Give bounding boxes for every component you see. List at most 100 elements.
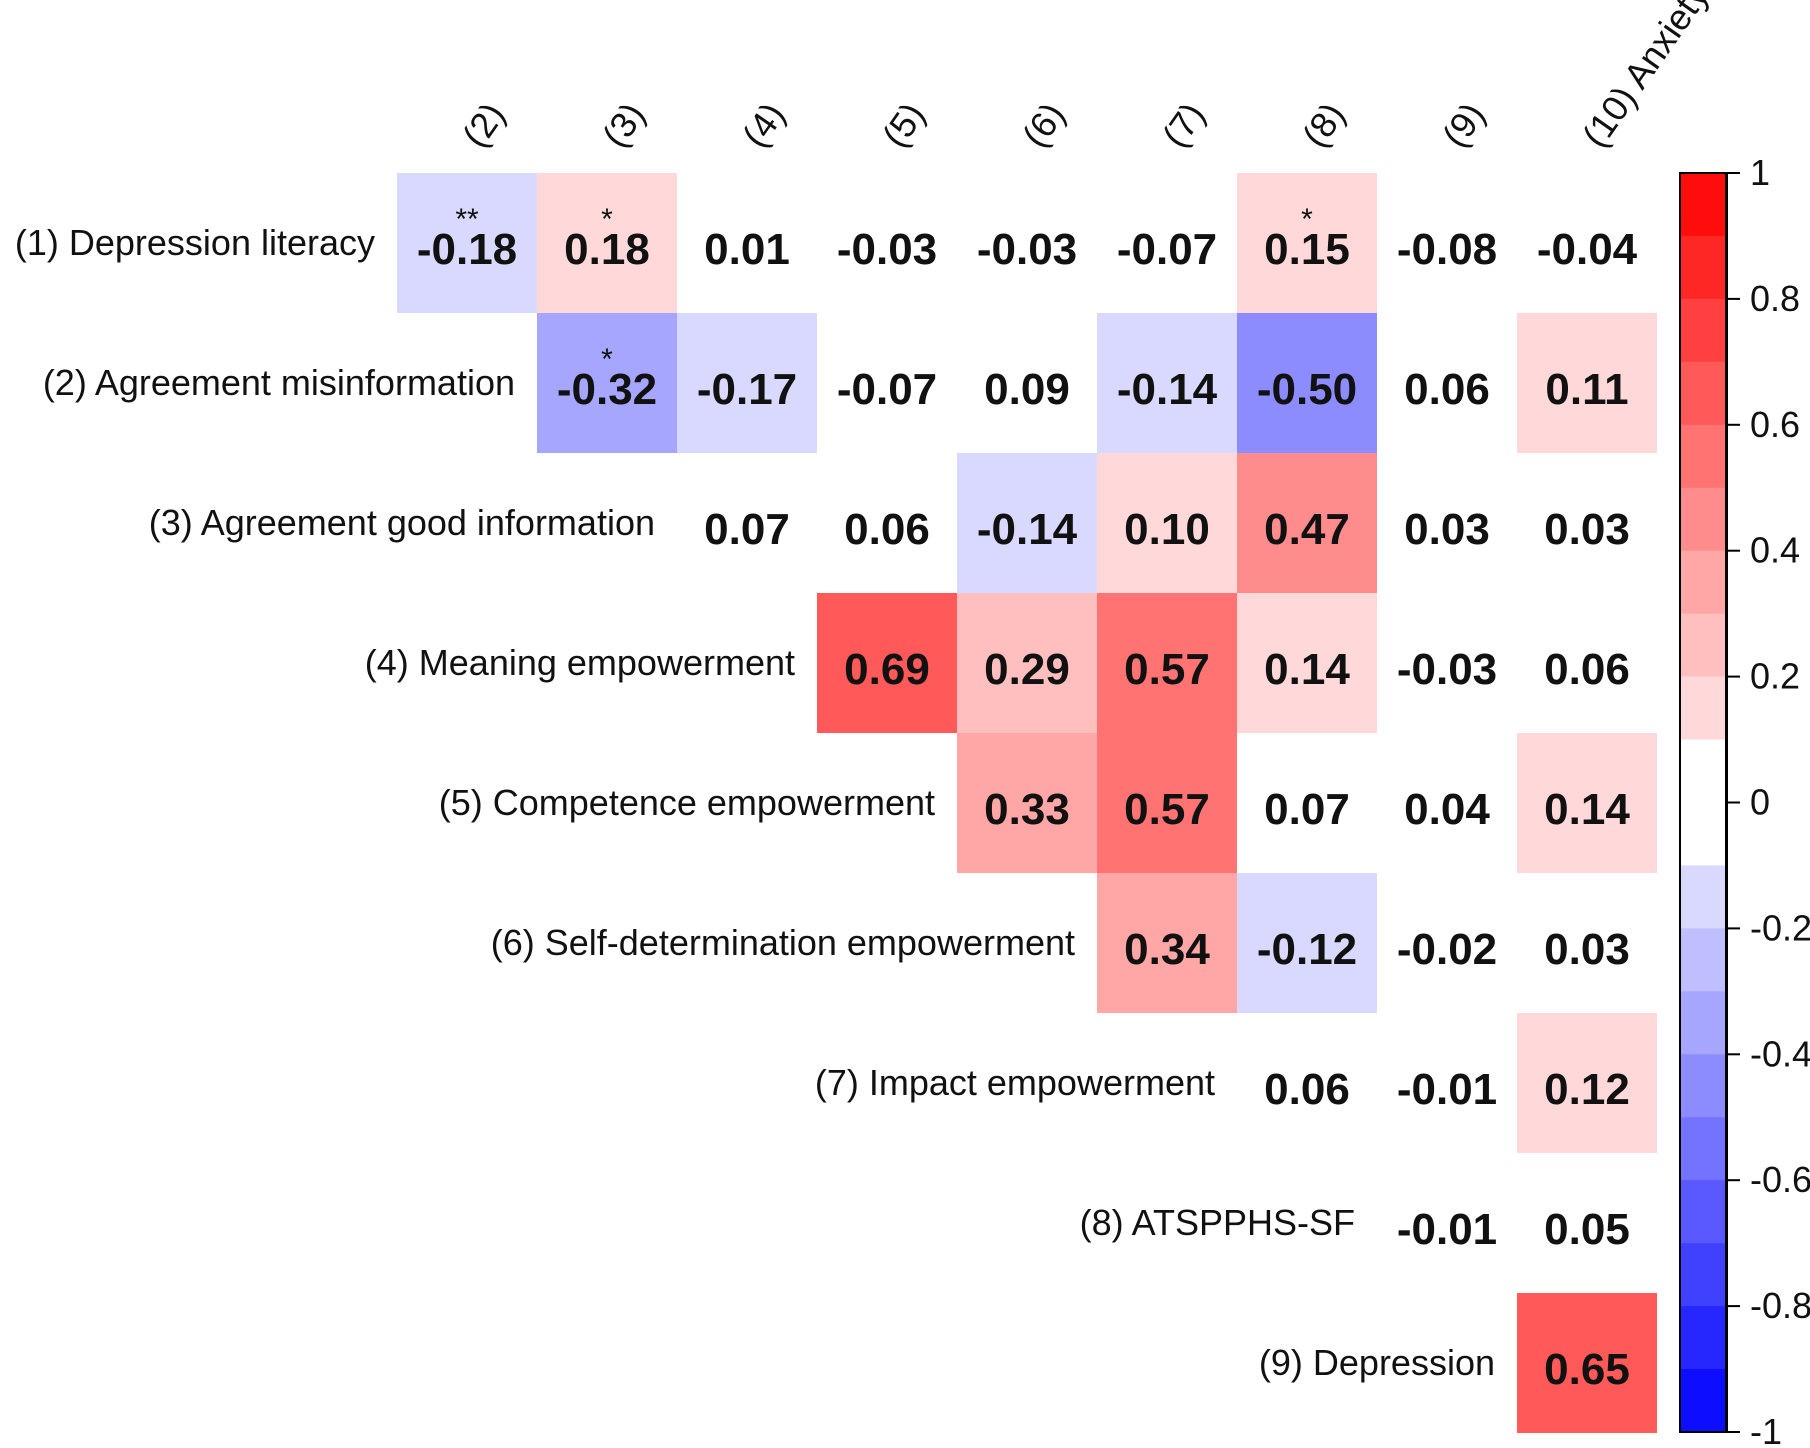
- heatmap-cell: [1517, 1293, 1657, 1433]
- colorbar-segment: [1680, 1369, 1726, 1433]
- heatmap-cell: [1097, 173, 1237, 313]
- colorbar-segment: [1680, 424, 1726, 489]
- heatmap-cell: [1097, 453, 1237, 593]
- cell-value: -0.12: [1257, 925, 1357, 974]
- cell-value: 0.14: [1264, 645, 1350, 694]
- heatmap-cell: [957, 173, 1097, 313]
- column-label: (6): [1014, 95, 1073, 155]
- cell-value: 0.34: [1124, 925, 1210, 974]
- significance-marker: *: [601, 343, 613, 376]
- cell-value: -0.32: [557, 365, 657, 414]
- heatmap-cell: [1377, 733, 1517, 873]
- cell-value: 0.03: [1544, 505, 1630, 554]
- cell-value: 0.14: [1544, 785, 1630, 834]
- cell-value: 0.29: [984, 645, 1070, 694]
- cell-value: 0.06: [844, 505, 930, 554]
- cell-value: -0.03: [837, 225, 937, 274]
- heatmap-cell: [1097, 873, 1237, 1013]
- cell-value: -0.50: [1257, 365, 1357, 414]
- cell-value: 0.69: [844, 645, 930, 694]
- cell-value: -0.18: [417, 225, 517, 274]
- cell-value: 0.10: [1124, 505, 1210, 554]
- cell-value: 0.06: [1404, 365, 1490, 414]
- heatmap-cell: [1377, 593, 1517, 733]
- cell-value: 0.03: [1404, 505, 1490, 554]
- heatmap-cell: [1237, 313, 1377, 453]
- heatmap-cell: [677, 313, 817, 453]
- cell-value: -0.03: [977, 225, 1077, 274]
- cell-value: 0.06: [1544, 645, 1630, 694]
- cell-value: 0.33: [984, 785, 1070, 834]
- cell-value: -0.17: [697, 365, 797, 414]
- colorbar-segment: [1680, 361, 1726, 426]
- heatmap-cell: [677, 453, 817, 593]
- heatmap-cell: [1237, 733, 1377, 873]
- cell-value: -0.08: [1397, 225, 1497, 274]
- heatmap-cell: [1377, 453, 1517, 593]
- row-label: (5) Competence empowerment: [439, 782, 935, 823]
- column-label: (4): [734, 95, 793, 155]
- colorbar-tick-label: 0.4: [1750, 530, 1800, 571]
- cell-value: 0.57: [1124, 785, 1210, 834]
- cell-value: 0.18: [564, 225, 650, 274]
- heatmap-cell: [957, 453, 1097, 593]
- colorbar-segment: [1680, 928, 1726, 992]
- row-label: (2) Agreement misinformation: [43, 362, 515, 403]
- colorbar-segment: [1680, 991, 1726, 1055]
- colorbar-tick-label: -0.2: [1750, 907, 1810, 948]
- colorbar-segment: [1680, 739, 1726, 804]
- colorbar-tick-label: 1: [1750, 152, 1770, 193]
- colorbar-segment: [1680, 550, 1726, 615]
- column-label: (9): [1434, 95, 1493, 155]
- colorbar-segment: [1680, 1180, 1726, 1244]
- heatmap-cell: [1377, 1013, 1517, 1153]
- heatmap-cell: [1517, 1013, 1657, 1153]
- cell-value: 0.65: [1544, 1345, 1630, 1394]
- cell-value: 0.06: [1264, 1065, 1350, 1114]
- heatmap-cell: [817, 453, 957, 593]
- cell-value: 0.01: [704, 225, 790, 274]
- cell-value: -0.01: [1397, 1205, 1497, 1254]
- heatmap-cell: [1517, 1153, 1657, 1293]
- row-label: (9) Depression: [1259, 1342, 1495, 1383]
- heatmap-cell: [1377, 313, 1517, 453]
- column-label: (3): [594, 95, 653, 155]
- cell-value: -0.04: [1537, 225, 1638, 274]
- cell-value: -0.03: [1397, 645, 1497, 694]
- column-label: (10) Anxiety: [1574, 0, 1717, 155]
- column-label: (7): [1154, 95, 1213, 155]
- heatmap-cell: [817, 593, 957, 733]
- colorbar-segment: [1680, 1306, 1726, 1370]
- heatmap-cell: [1097, 593, 1237, 733]
- colorbar-tick-label: 0.2: [1750, 656, 1800, 697]
- cell-value: -0.07: [1117, 225, 1217, 274]
- colorbar-segment: [1680, 1243, 1726, 1307]
- heatmap-cell: [817, 173, 957, 313]
- colorbar-segment: [1680, 1117, 1726, 1181]
- cell-value: -0.14: [977, 505, 1078, 554]
- heatmap-cell: [1097, 733, 1237, 873]
- cell-value: 0.15: [1264, 225, 1350, 274]
- cell-value: 0.04: [1404, 785, 1490, 834]
- column-label: (2): [454, 95, 513, 155]
- colorbar-segment: [1680, 487, 1726, 552]
- cell-value: -0.14: [1117, 365, 1218, 414]
- cell-value: 0.07: [1264, 785, 1350, 834]
- cell-value: -0.02: [1397, 925, 1497, 974]
- column-label: (8): [1294, 95, 1353, 155]
- heatmap-cell: [677, 173, 817, 313]
- cell-value: 0.07: [704, 505, 790, 554]
- colorbar-tick-label: 0: [1750, 782, 1770, 823]
- heatmap-cell: [1377, 1153, 1517, 1293]
- column-label: (5): [874, 95, 933, 155]
- heatmap-cell: [1237, 1013, 1377, 1153]
- heatmap-cell: [957, 593, 1097, 733]
- cell-value: 0.11: [1545, 365, 1628, 414]
- row-label: (1) Depression literacy: [15, 222, 375, 263]
- heatmap-cell: [1517, 453, 1657, 593]
- colorbar-tick-label: -0.6: [1750, 1159, 1810, 1200]
- row-label: (7) Impact empowerment: [815, 1062, 1215, 1103]
- heatmap-cell: [1237, 593, 1377, 733]
- heatmap-cell: [1517, 173, 1657, 313]
